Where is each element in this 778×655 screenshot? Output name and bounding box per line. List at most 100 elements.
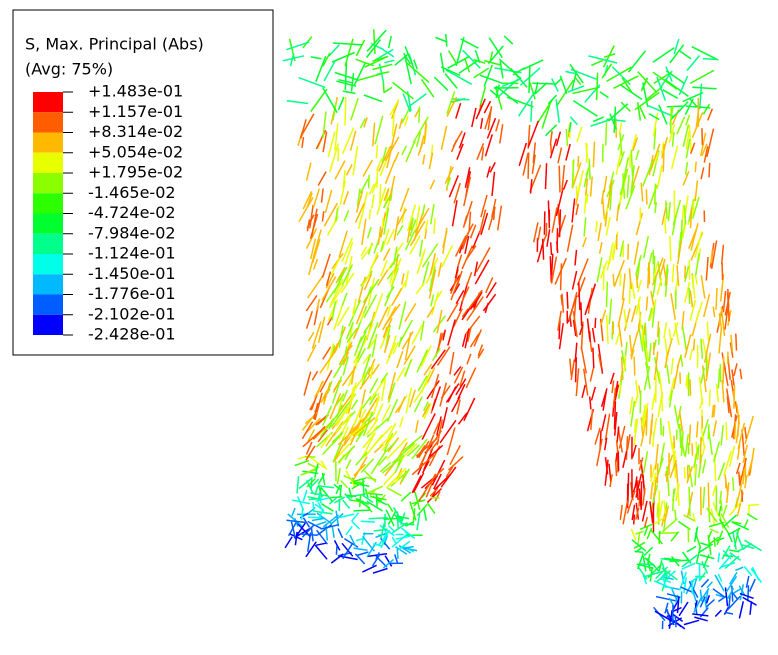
stress-vector <box>663 144 664 172</box>
stress-vector <box>604 176 607 192</box>
stress-vector <box>700 437 701 465</box>
stress-vector <box>614 107 615 133</box>
stress-vector <box>559 166 560 193</box>
stress-vector <box>456 103 461 118</box>
stress-vector <box>351 400 357 410</box>
stress-vector <box>583 237 587 247</box>
stress-vector <box>384 249 390 261</box>
stress-vector <box>324 61 335 81</box>
stress-vector <box>450 352 454 374</box>
stress-vector <box>689 487 690 517</box>
stress-vector <box>708 424 709 439</box>
stress-vector <box>675 616 676 627</box>
stress-vector <box>384 87 393 92</box>
stress-vector <box>671 102 689 120</box>
stress-vector <box>528 153 529 179</box>
stress-vector <box>354 548 368 550</box>
stress-vector <box>601 310 606 325</box>
stress-vector <box>377 187 386 214</box>
stress-vector <box>634 357 635 376</box>
vector-field <box>283 29 762 629</box>
stress-vector <box>366 486 383 493</box>
stress-vector <box>632 283 635 299</box>
stress-vector <box>402 146 407 155</box>
stress-vector <box>371 451 386 474</box>
stress-vector <box>690 300 695 321</box>
stress-vector <box>531 101 532 122</box>
stress-vector <box>578 156 579 167</box>
stress-vector <box>400 320 412 342</box>
stress-vector <box>364 95 382 102</box>
stress-vector <box>589 159 590 180</box>
stress-vector <box>566 144 570 160</box>
stress-vector <box>564 180 568 189</box>
stress-vector <box>659 105 667 125</box>
stress-vector <box>285 537 292 548</box>
stress-vector <box>600 92 609 98</box>
stress-vector <box>345 39 353 66</box>
stress-vector <box>656 597 676 601</box>
stress-vector <box>363 160 373 177</box>
stress-vector <box>739 601 743 618</box>
stress-vector <box>577 127 582 143</box>
stress-vector <box>343 91 356 93</box>
stress-vector <box>308 345 317 362</box>
stress-vector <box>576 186 577 197</box>
stress-vector <box>406 388 411 413</box>
legend-label: +1.157e-01 <box>88 102 183 121</box>
stress-vector <box>400 417 403 428</box>
stress-vector <box>324 382 331 404</box>
stress-vector <box>372 194 374 208</box>
stress-vector <box>579 282 580 310</box>
stress-vector <box>636 213 642 235</box>
legend-label: -1.450e-01 <box>88 264 176 283</box>
legend-label: -4.724e-02 <box>88 203 176 222</box>
stress-vector <box>638 102 641 120</box>
stress-vector <box>374 445 383 453</box>
stress-vector <box>331 554 343 563</box>
stress-vector <box>362 219 366 245</box>
stress-vector <box>681 355 683 367</box>
stress-vector <box>590 368 593 381</box>
stress-vector <box>631 529 636 540</box>
stress-vector <box>543 239 544 260</box>
stress-vector <box>648 262 649 288</box>
stress-vector <box>721 425 723 445</box>
stress-vector <box>718 553 719 563</box>
stress-vector <box>627 175 629 198</box>
stress-vector <box>405 303 416 321</box>
stress-vector <box>702 128 703 145</box>
stress-vector <box>719 327 722 354</box>
stress-vector <box>367 30 386 51</box>
stress-vector <box>690 290 692 307</box>
stress-vector <box>395 152 399 162</box>
stress-vector <box>448 319 455 345</box>
stress-vector <box>742 490 743 502</box>
stress-vector <box>671 358 673 374</box>
stress-vector <box>606 414 610 441</box>
stress-vector <box>686 162 688 175</box>
stress-vector <box>431 204 434 224</box>
stress-vector <box>701 579 708 587</box>
stress-vector <box>311 57 322 59</box>
stress-vector <box>593 117 604 122</box>
stress-vector <box>690 349 693 360</box>
stress-vector <box>573 271 577 290</box>
stress-vector <box>331 258 340 275</box>
stress-vector <box>723 291 725 312</box>
stress-vector <box>708 483 709 508</box>
stress-vector <box>671 108 672 134</box>
stress-vector <box>490 162 495 172</box>
stress-vector <box>703 104 709 114</box>
stress-vector <box>591 119 611 126</box>
stress-vector <box>677 117 685 135</box>
stress-vector <box>431 295 434 307</box>
stress-vector <box>623 274 626 301</box>
legend-swatch <box>33 214 63 234</box>
legend-swatch <box>33 254 63 274</box>
stress-vector <box>675 510 676 521</box>
stress-vector <box>703 459 706 473</box>
stress-vector <box>357 73 383 80</box>
stress-vector <box>320 370 332 392</box>
stress-vector <box>368 227 372 238</box>
